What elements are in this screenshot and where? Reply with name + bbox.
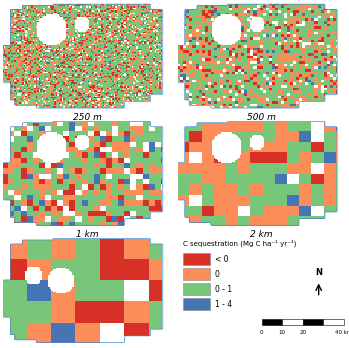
Text: 1 km: 1 km xyxy=(76,230,99,239)
Text: 0 - 1: 0 - 1 xyxy=(215,285,232,294)
Text: 0: 0 xyxy=(260,330,263,334)
Text: 20: 20 xyxy=(299,330,306,334)
Text: 250 m: 250 m xyxy=(73,113,102,122)
Text: < 0: < 0 xyxy=(215,255,228,264)
Text: 10: 10 xyxy=(279,330,286,334)
Text: 0: 0 xyxy=(215,270,220,279)
Text: C sequestration (Mg C ha⁻¹ yr⁻¹): C sequestration (Mg C ha⁻¹ yr⁻¹) xyxy=(183,239,296,246)
Bar xyxy=(183,253,210,265)
Bar xyxy=(183,298,210,310)
Text: N: N xyxy=(315,268,322,277)
Text: 1 - 4: 1 - 4 xyxy=(215,300,232,309)
Bar xyxy=(183,283,210,295)
Bar xyxy=(282,319,303,325)
Bar xyxy=(183,268,210,280)
Bar xyxy=(323,319,344,325)
Text: 2 km: 2 km xyxy=(250,230,273,239)
Bar xyxy=(303,319,323,325)
Bar xyxy=(262,319,282,325)
Text: 40 km: 40 km xyxy=(335,330,349,334)
Text: 500 m: 500 m xyxy=(247,113,276,122)
